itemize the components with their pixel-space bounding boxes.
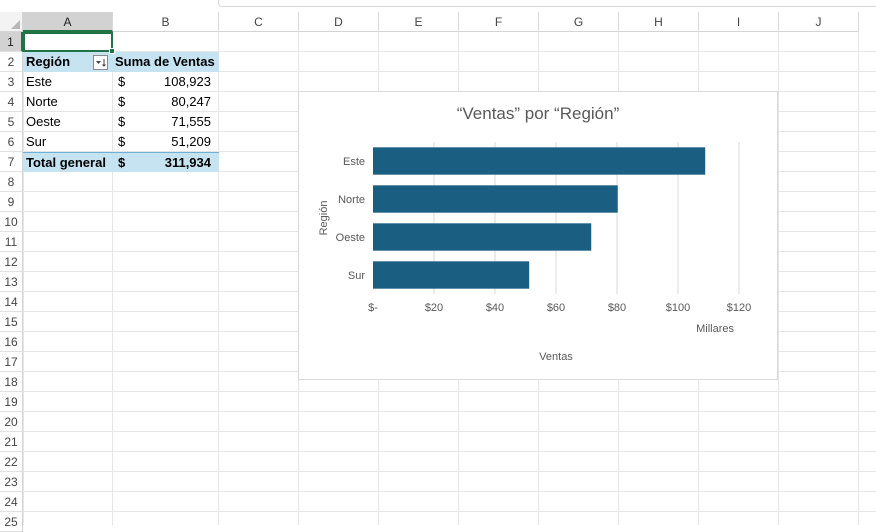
active-cell-a1[interactable] — [23, 32, 113, 52]
column-gridline — [778, 32, 779, 525]
chart-category-label: Este — [343, 156, 365, 168]
select-all-triangle-icon — [11, 20, 20, 29]
pivot-row-label[interactable]: Sur — [26, 134, 47, 149]
pivot-row-label[interactable]: Norte — [26, 94, 58, 109]
column-header-c[interactable]: C — [219, 12, 299, 32]
pivot-row-value: 80,247 — [171, 94, 211, 109]
row-header-15[interactable]: 15 — [0, 312, 23, 332]
row-header-17[interactable]: 17 — [0, 352, 23, 372]
chart-bar-oeste[interactable] — [373, 223, 592, 251]
row-header-18[interactable]: 18 — [0, 372, 23, 392]
column-header-d[interactable]: D — [299, 12, 379, 32]
formula-bar-area — [0, 0, 876, 12]
row-header-25[interactable]: 25 — [0, 512, 23, 532]
column-header-a[interactable]: A — [23, 12, 113, 32]
column-header-e[interactable]: E — [379, 12, 459, 32]
chart-bar-este[interactable] — [373, 147, 706, 175]
column-gridline — [112, 32, 113, 525]
column-header-i[interactable]: I — [699, 12, 779, 32]
row-header-6[interactable]: 6 — [0, 132, 23, 152]
row-header-9[interactable]: 9 — [0, 192, 23, 212]
row-header-14[interactable]: 14 — [0, 292, 23, 312]
pivot-total-value: 311,934 — [164, 155, 211, 170]
row-header-12[interactable]: 12 — [0, 252, 23, 272]
row-header-24[interactable]: 24 — [0, 492, 23, 512]
fill-handle[interactable] — [109, 48, 115, 54]
pivot-row-currency: $ — [118, 114, 126, 129]
column-header-j[interactable]: J — [779, 12, 859, 32]
row-header-11[interactable]: 11 — [0, 232, 23, 252]
pivot-row-value-cell[interactable]: $80,247 — [113, 92, 219, 112]
chart-bar-norte[interactable] — [373, 185, 618, 213]
row-header-3[interactable]: 3 — [0, 72, 23, 92]
row-header-10[interactable]: 10 — [0, 212, 23, 232]
pivot-row-value-cell[interactable]: $51,209 — [113, 132, 219, 152]
row-header-16[interactable]: 16 — [0, 332, 23, 352]
pivot-header-region[interactable]: Región — [23, 52, 113, 72]
pivot-row-label[interactable]: Oeste — [26, 114, 61, 129]
chart-x-tick-label: $60 — [547, 302, 565, 314]
chart-bar-sur[interactable] — [373, 261, 530, 289]
pivot-row-value-cell[interactable]: $108,923 — [113, 72, 219, 92]
chart-display-units-label: Millares — [696, 323, 734, 335]
pivot-row-value: 71,555 — [171, 114, 211, 129]
pivot-row-currency: $ — [118, 134, 126, 149]
pivot-total-value-cell[interactable]: $ 311,934 — [113, 152, 219, 172]
chart-x-tick-label: $40 — [486, 302, 504, 314]
pivot-header-sum[interactable]: Suma de Ventas — [113, 52, 219, 72]
row-header-1[interactable]: 1 — [0, 32, 23, 52]
row-header-23[interactable]: 23 — [0, 472, 23, 492]
pivot-filter-dropdown-button[interactable] — [93, 55, 108, 70]
pivot-total-currency: $ — [118, 155, 126, 170]
formula-input[interactable] — [218, 0, 876, 7]
pivot-row-value: 51,209 — [171, 134, 211, 149]
column-header-g[interactable]: G — [539, 12, 619, 32]
chart-y-axis-title: Región — [318, 201, 330, 236]
column-header-h[interactable]: H — [619, 12, 699, 32]
column-gridline — [218, 32, 219, 525]
chart-category-label: Sur — [348, 270, 365, 282]
row-header-19[interactable]: 19 — [0, 392, 23, 412]
pivot-row-value-cell[interactable]: $71,555 — [113, 112, 219, 132]
pivot-row-currency: $ — [118, 74, 126, 89]
chart-x-tick-label: $20 — [425, 302, 443, 314]
select-all-button[interactable] — [0, 12, 23, 32]
pivot-row-label[interactable]: Este — [26, 74, 53, 89]
pivot-total-label[interactable]: Total general — [23, 152, 113, 172]
bar-chart[interactable]: “Ventas” por “Región” Este Norte Oeste Sur $… — [298, 91, 778, 380]
filter-sort-icon — [96, 59, 106, 67]
chart-category-label: Norte — [338, 194, 365, 206]
chart-x-tick-label: $120 — [727, 302, 751, 314]
column-gridline — [858, 32, 859, 525]
chart-x-tick-label: $- — [368, 302, 378, 314]
column-header-b[interactable]: B — [113, 12, 219, 32]
row-header-20[interactable]: 20 — [0, 412, 23, 432]
row-header-5[interactable]: 5 — [0, 112, 23, 132]
chart-x-tick-label: $80 — [608, 302, 626, 314]
row-header-2[interactable]: 2 — [0, 52, 23, 72]
row-header-8[interactable]: 8 — [0, 172, 23, 192]
chart-category-label: Oeste — [336, 232, 365, 244]
chart-title[interactable]: “Ventas” por “Región” — [456, 104, 620, 123]
row-header-21[interactable]: 21 — [0, 432, 23, 452]
row-header-13[interactable]: 13 — [0, 272, 23, 292]
pivot-row-value: 108,923 — [164, 74, 211, 89]
row-header-22[interactable]: 22 — [0, 452, 23, 472]
row-header-7[interactable]: 7 — [0, 152, 23, 172]
chart-x-tick-label: $100 — [666, 302, 690, 314]
chart-x-axis-title: Ventas — [539, 351, 573, 363]
chart-plot-area: Este Norte Oeste Sur $- $20 $40 $60 $80 $100 $120 M… — [318, 142, 751, 363]
column-header-f[interactable]: F — [459, 12, 539, 32]
pivot-row-currency: $ — [118, 94, 126, 109]
row-header-4[interactable]: 4 — [0, 92, 23, 112]
